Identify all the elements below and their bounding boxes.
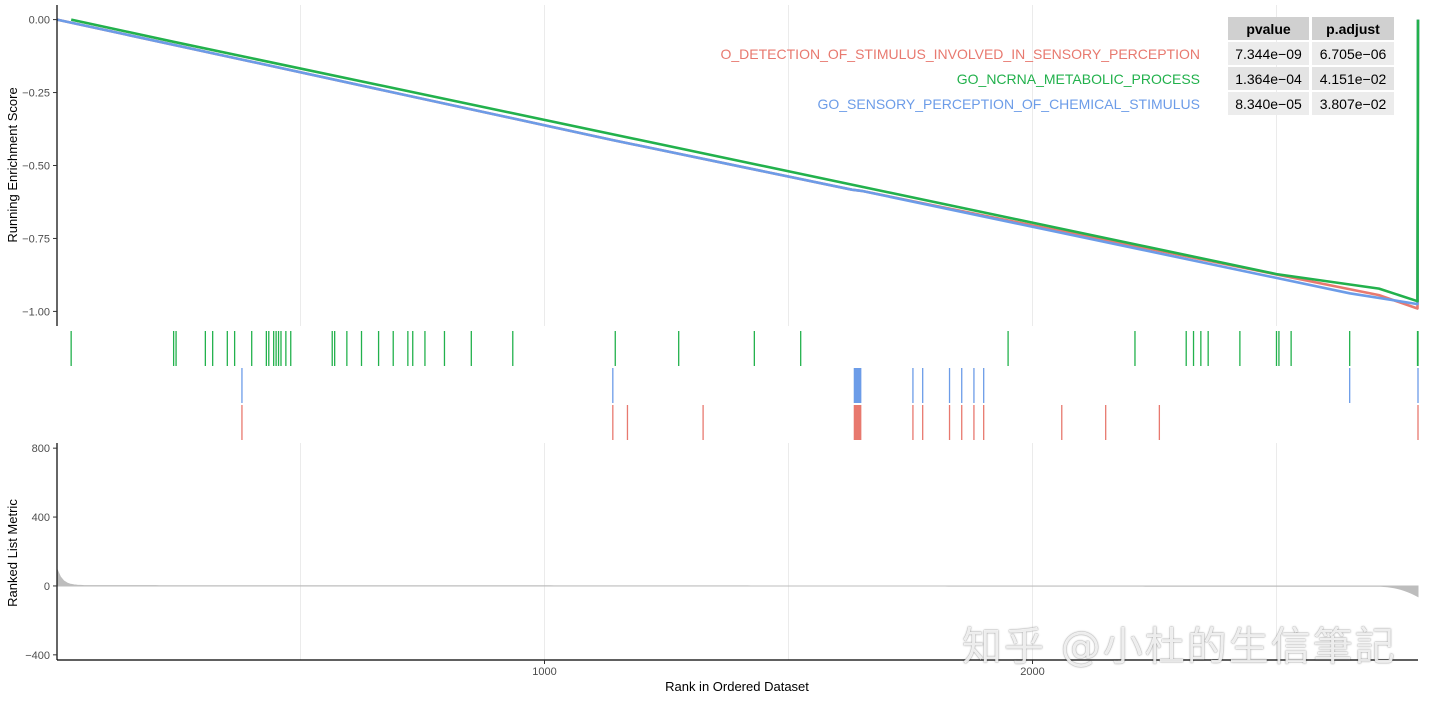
watermark: 知乎 @小杜的生信筆記 — [962, 624, 1397, 670]
table-cell-text: 6.705e−06 — [1320, 46, 1387, 62]
y-tick-label-running-score: −1.00 — [22, 306, 50, 318]
running-score-line-3 — [56, 18, 1420, 306]
y-tick-label-running-score: 0.00 — [29, 15, 50, 27]
axes: 0.00 −0.25 −0.50 −0.75 −1.00 800 400 0 −400 1000 2… — [22, 5, 1418, 678]
table-header-text: p.adjust — [1326, 21, 1380, 37]
gene-set-label-1: O_DETECTION_OF_STIMULUS_INVOLVED_IN_SENS… — [721, 46, 1201, 62]
ranked-list-area — [56, 568, 1419, 598]
table-header-text: pvalue — [1246, 21, 1291, 37]
table-cell-text: 8.340e−05 — [1235, 96, 1302, 112]
stats-table: pvalue p.adjust 7.344e−09 6.705e−06 1.364e−0… — [1228, 17, 1394, 115]
table-cell-text: 1.364e−04 — [1235, 71, 1302, 87]
y-tick-label-running-score: −0.75 — [22, 233, 50, 245]
table-cell-text: 4.151e−02 — [1320, 71, 1387, 87]
running-score-lines — [56, 18, 1420, 310]
table-cell — [1228, 67, 1309, 90]
table-cell — [1228, 92, 1309, 115]
x-axis-title: Rank in Ordered Dataset — [665, 679, 809, 694]
y-tick-label-ranked-list: 800 — [32, 443, 50, 455]
running-score-line-2 — [70, 18, 1420, 303]
table-header-cell — [1312, 17, 1394, 40]
y-tick-label-ranked-list: −400 — [25, 650, 50, 662]
table-header-cell — [1228, 17, 1309, 40]
table-cell-text: 3.807e−02 — [1320, 96, 1387, 112]
table-cell — [1312, 42, 1394, 65]
y-tick-label-running-score: −0.25 — [22, 88, 50, 100]
ranked-list-fill — [56, 568, 1419, 598]
x-tick-label: 2000 — [1020, 666, 1044, 678]
y-tick-label-ranked-list: 0 — [44, 581, 50, 593]
y-axis-title-running-score: Running Enrichment Score — [5, 87, 20, 242]
y-axis-title-ranked-list: Ranked List Metric — [5, 499, 20, 607]
grid-lines — [300, 5, 1277, 660]
gene-set-labels: O_DETECTION_OF_STIMULUS_INVOLVED_IN_SENS… — [721, 46, 1201, 112]
gene-set-label-3: GO_SENSORY_PERCEPTION_OF_CHEMICAL_STIMUL… — [817, 96, 1200, 112]
gene-set-label-2: GO_NCRNA_METABOLIC_PROCESS — [957, 71, 1200, 87]
table-cell — [1228, 42, 1309, 65]
table-cell — [1312, 92, 1394, 115]
hit-ticks — [70, 331, 1419, 440]
table-cell — [1312, 67, 1394, 90]
x-tick-label: 1000 — [532, 666, 556, 678]
y-tick-label-running-score: −0.50 — [22, 161, 50, 173]
table-cell-text: 7.344e−09 — [1235, 46, 1302, 62]
y-tick-label-ranked-list: 400 — [32, 512, 50, 524]
